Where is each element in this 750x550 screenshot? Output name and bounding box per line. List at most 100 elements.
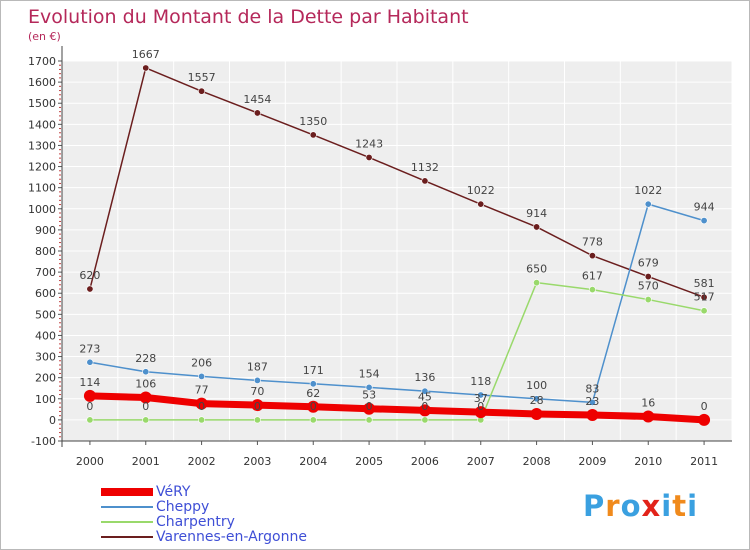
data-label: 778 xyxy=(582,236,603,249)
data-label: 206 xyxy=(191,356,212,369)
data-point xyxy=(86,358,94,366)
data-point xyxy=(533,395,541,403)
x-tick-label: 2009 xyxy=(578,455,606,468)
data-point xyxy=(530,407,543,420)
data-point xyxy=(86,416,94,424)
y-minor-tick xyxy=(59,389,61,391)
data-point xyxy=(698,413,711,426)
y-tick-label: 100 xyxy=(35,393,56,406)
data-label: 70 xyxy=(250,385,264,398)
x-tick-label: 2004 xyxy=(299,455,327,468)
data-point xyxy=(533,223,541,231)
data-label: 944 xyxy=(694,201,715,214)
y-minor-tick xyxy=(59,280,61,282)
y-minor-tick xyxy=(59,254,61,256)
x-tick-label: 2002 xyxy=(188,455,216,468)
y-tick-label: 1400 xyxy=(28,118,56,131)
data-point xyxy=(421,177,429,185)
y-tick-label: 900 xyxy=(35,224,56,237)
data-point xyxy=(700,217,708,225)
data-label: 16 xyxy=(641,397,655,410)
y-minor-tick xyxy=(59,98,61,100)
legend-swatch-very xyxy=(101,488,153,496)
chart-title: Evolution du Montant de la Dette par Hab… xyxy=(28,6,469,28)
y-minor-tick xyxy=(59,77,61,79)
data-point xyxy=(253,376,261,384)
y-minor-tick xyxy=(59,170,61,172)
y-minor-tick xyxy=(59,347,61,349)
data-point xyxy=(474,406,487,419)
y-minor-tick xyxy=(59,258,61,260)
y-minor-tick xyxy=(59,406,61,408)
data-point xyxy=(198,416,206,424)
proxiti-logo: Proxiti xyxy=(583,489,698,523)
y-minor-tick xyxy=(59,326,61,328)
y-minor-tick xyxy=(59,90,61,92)
y-minor-tick xyxy=(59,242,61,244)
data-point xyxy=(142,64,150,72)
y-minor-tick xyxy=(59,415,61,417)
y-tick-label: 1000 xyxy=(28,203,56,216)
y-tick-label: 1300 xyxy=(28,139,56,152)
data-label: 0 xyxy=(366,400,373,413)
data-label: 37 xyxy=(474,392,488,405)
y-minor-tick xyxy=(59,132,61,134)
data-label: 171 xyxy=(303,364,324,377)
data-label: 0 xyxy=(421,400,428,413)
y-tick-label: 1700 xyxy=(28,55,56,68)
data-label: 106 xyxy=(135,378,156,391)
logo-letter: x xyxy=(641,489,662,523)
data-label: 0 xyxy=(310,400,317,413)
data-point xyxy=(700,307,708,315)
data-point xyxy=(586,409,599,422)
logo-letter: i xyxy=(661,489,673,523)
data-point xyxy=(309,416,317,424)
data-label: 1022 xyxy=(467,184,495,197)
chart-subtitle: (en €) xyxy=(28,30,61,43)
data-point xyxy=(365,153,373,161)
y-minor-tick xyxy=(59,111,61,113)
data-point xyxy=(477,391,485,399)
y-minor-tick xyxy=(59,216,61,218)
y-tick-label: 1500 xyxy=(28,97,56,110)
y-minor-tick xyxy=(59,161,61,163)
y-tick-label: 800 xyxy=(35,245,56,258)
y-minor-tick xyxy=(59,360,61,362)
data-point xyxy=(198,372,206,380)
y-minor-tick xyxy=(59,182,61,184)
data-label: 914 xyxy=(526,207,547,220)
x-tick-label: 2006 xyxy=(411,455,439,468)
y-minor-tick xyxy=(59,322,61,324)
data-label: 0 xyxy=(477,400,484,413)
y-minor-tick xyxy=(59,394,61,396)
data-point xyxy=(477,200,485,208)
y-minor-tick xyxy=(59,423,61,425)
y-tick-label: 200 xyxy=(35,372,56,385)
y-minor-tick xyxy=(59,106,61,108)
data-point xyxy=(644,296,652,304)
y-minor-tick xyxy=(59,115,61,117)
y-minor-tick xyxy=(59,343,61,345)
y-minor-tick xyxy=(59,246,61,248)
data-label: 1454 xyxy=(243,93,271,106)
data-point xyxy=(365,416,373,424)
x-tick-label: 2008 xyxy=(523,455,551,468)
legend-swatch-cheppy xyxy=(101,506,153,508)
data-point xyxy=(588,398,596,406)
y-minor-tick xyxy=(59,267,61,269)
y-minor-tick xyxy=(59,220,61,222)
data-label: 1667 xyxy=(132,48,160,61)
logo-letter: o xyxy=(620,489,642,523)
data-point xyxy=(142,368,150,376)
y-minor-tick xyxy=(59,427,61,429)
data-label: 118 xyxy=(470,375,491,388)
y-minor-tick xyxy=(59,212,61,214)
data-point xyxy=(83,389,96,402)
y-tick-label: 1100 xyxy=(28,182,56,195)
data-label: 1557 xyxy=(188,71,216,84)
data-label: 273 xyxy=(79,342,100,355)
data-point xyxy=(588,252,596,260)
y-tick-label: 1200 xyxy=(28,161,56,174)
data-label: 136 xyxy=(414,371,435,384)
